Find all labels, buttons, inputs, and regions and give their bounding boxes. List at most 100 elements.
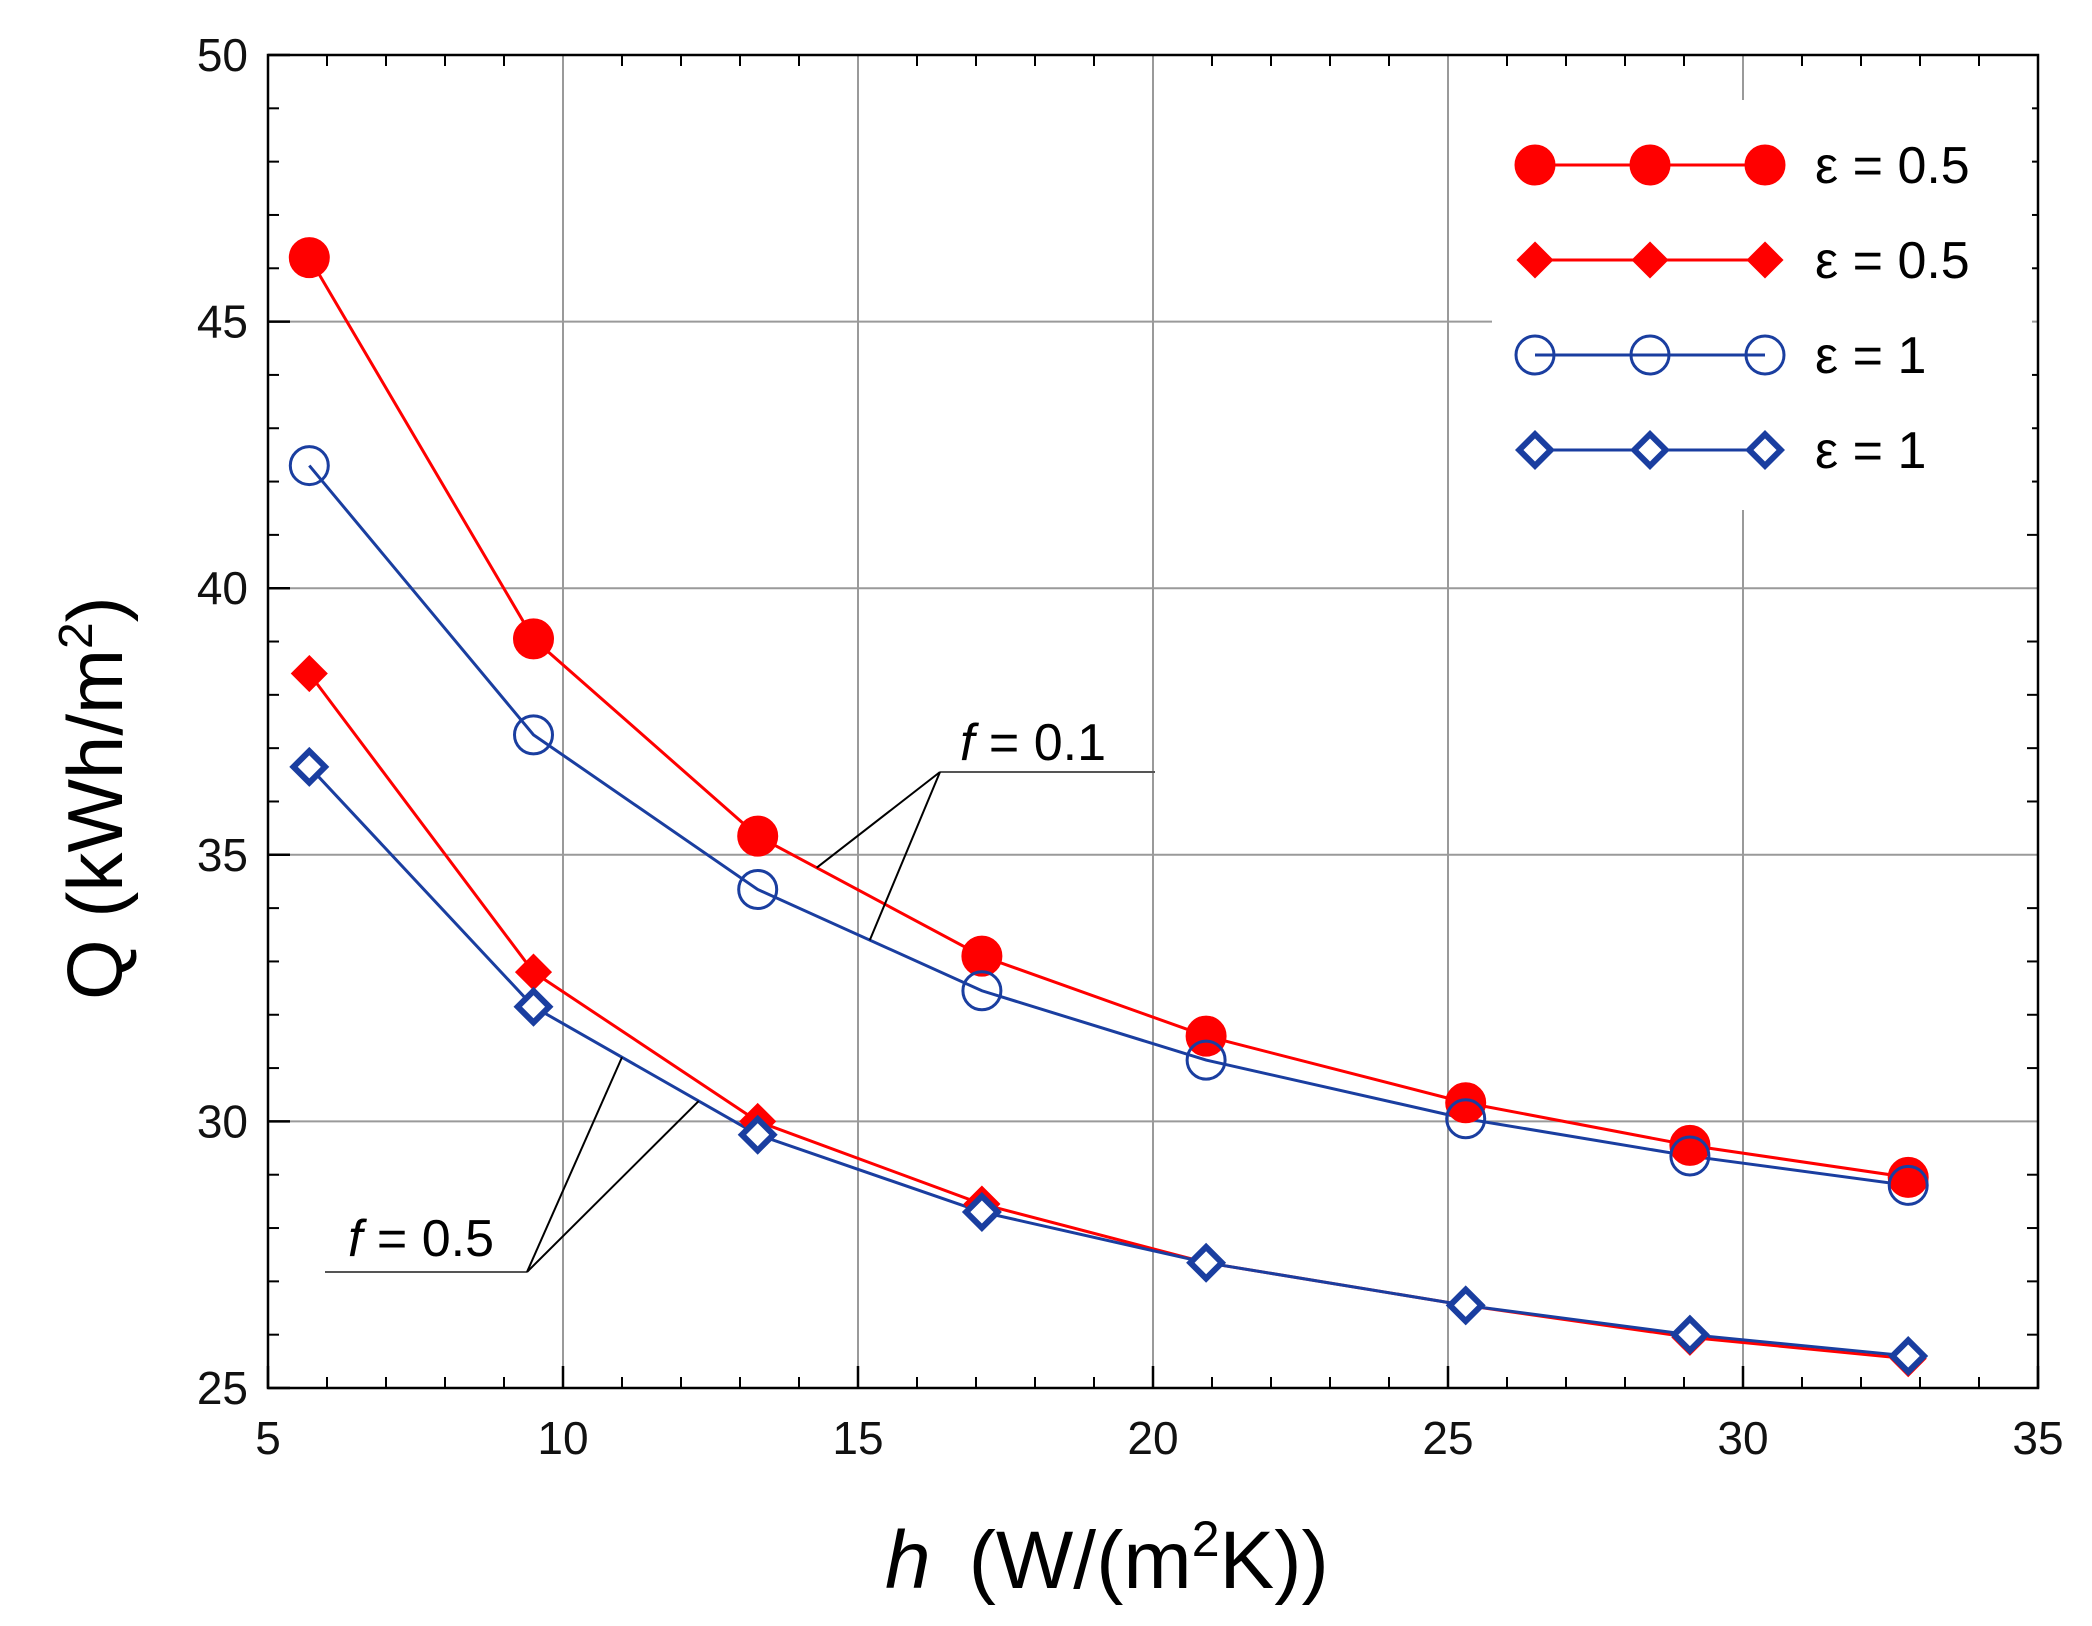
legend-marker [1514,144,1556,186]
data-point [514,953,553,991]
legend-marker [1516,241,1554,279]
legend-label: ε = 0.5 [1815,232,1970,290]
annotation-arrow [526,1056,623,1273]
legend-marker [1631,241,1669,279]
x-axis-title: h (W/(m2K)) [885,1511,1329,1606]
data-point [1445,1098,1487,1140]
x-tick-label: 5 [255,1412,281,1464]
data-point-outline [1669,1314,1710,1355]
y-tick-label: 25 [197,1362,248,1414]
series-markers-3 [289,746,1929,1377]
data-point [289,746,330,787]
legend-entry: ε = 1 [1514,327,1926,385]
legend-label: ε = 1 [1815,422,1926,480]
legend: ε = 0.5 ε = 0.5 ε = 1 ε = 1 [1514,137,1970,480]
data-point-outline [289,746,330,787]
series-line [308,672,1909,1361]
data-point [1185,1015,1227,1057]
annotation-value: = 0.1 [974,714,1106,772]
series-0 [308,256,1909,1179]
y-axis-title-post: ) [51,596,139,622]
annotation-arrow [868,771,941,941]
x-axis-title-var: h [885,1515,931,1606]
series-line [308,256,1909,1179]
data-point [737,1114,778,1155]
annotation-f05: f = 0.5 [325,1056,700,1273]
y-tick-label: 35 [197,829,248,881]
x-axis-title-post: K)) [1220,1515,1329,1606]
legend-marker [1515,430,1555,470]
series-line [308,765,1909,1358]
data-point [1669,1124,1711,1166]
x-tick-label: 30 [1717,1412,1768,1464]
x-tick-label: 15 [832,1412,883,1464]
y-tick-label: 40 [197,562,248,614]
y-axis-title: Q (kWh/m2) [50,596,139,1000]
plot-frame [266,53,2040,1390]
data-point [1669,1314,1710,1355]
legend-entry: ε = 1 [1515,422,1926,480]
series-1 [308,672,1909,1361]
legend-label: ε = 1 [1815,327,1926,385]
tick-labels: 5 10 15 20 25 30 35 25 30 35 40 45 50 [197,29,2064,1464]
legend-marker [1629,334,1671,376]
data-point [1887,1164,1929,1206]
series-line [308,464,1909,1187]
legend-label: ε = 0.5 [1815,137,1970,195]
series-2 [308,464,1909,1187]
series-3 [308,765,1909,1358]
legend-marker [1514,334,1556,376]
legend-marker [1630,430,1670,470]
x-tick-label: 25 [1422,1412,1473,1464]
data-point [1445,1082,1487,1124]
legend-marker [1745,430,1785,470]
annotation-label: f = 0.5 [348,1210,494,1268]
y-tick-label: 50 [197,29,248,81]
data-point [513,618,554,660]
y-axis-title-sup: 2 [50,622,103,649]
data-point [737,815,779,857]
data-point-outline [1888,1336,1929,1377]
data-point [737,868,779,910]
data-point-outline [513,986,554,1027]
data-point [513,714,554,756]
y-tick-label: 45 [197,296,248,348]
x-axis-title-pre: (W/(m [969,1515,1192,1606]
legend-marker [1744,334,1786,376]
data-point [288,445,330,487]
series-markers-2 [288,445,1929,1206]
annotation-var: f [348,1210,367,1268]
annotations: f = 0.1 f = 0.5 [325,714,1155,1273]
legend-entry: ε = 0.5 [1514,137,1970,195]
data-point-outline [961,1192,1002,1233]
x-tick-label: 20 [1127,1412,1178,1464]
annotation-f01: f = 0.1 [816,714,1155,941]
legend-marker-outline [1630,430,1670,470]
data-point [288,237,330,279]
legend-marker [1629,144,1671,186]
data-point [513,986,554,1027]
y-axis-title-main: Q (kWh/m [51,649,139,1000]
data-point [1887,1156,1929,1198]
legend-marker-outline [1745,430,1785,470]
x-axis-title-sup: 2 [1192,1511,1220,1567]
data-point [1888,1336,1929,1377]
annotation-arrow [816,771,941,869]
y-tick-label: 30 [197,1095,248,1147]
x-tick-label: 10 [537,1412,588,1464]
annotation-arrow [526,1100,700,1273]
legend-marker [1746,241,1784,279]
data-point [961,1192,1002,1233]
legend-marker [1744,144,1786,186]
data-point [961,970,1003,1012]
data-point [290,654,328,693]
x-tick-label: 35 [2012,1412,2063,1464]
data-point [961,935,1003,977]
data-point-outline [1186,1242,1227,1283]
data-point-outline [737,1114,778,1155]
series-markers-0 [288,237,1929,1198]
data-point [1185,1039,1227,1081]
annotation-label: f = 0.1 [960,714,1106,772]
annotation-value: = 0.5 [362,1210,494,1268]
